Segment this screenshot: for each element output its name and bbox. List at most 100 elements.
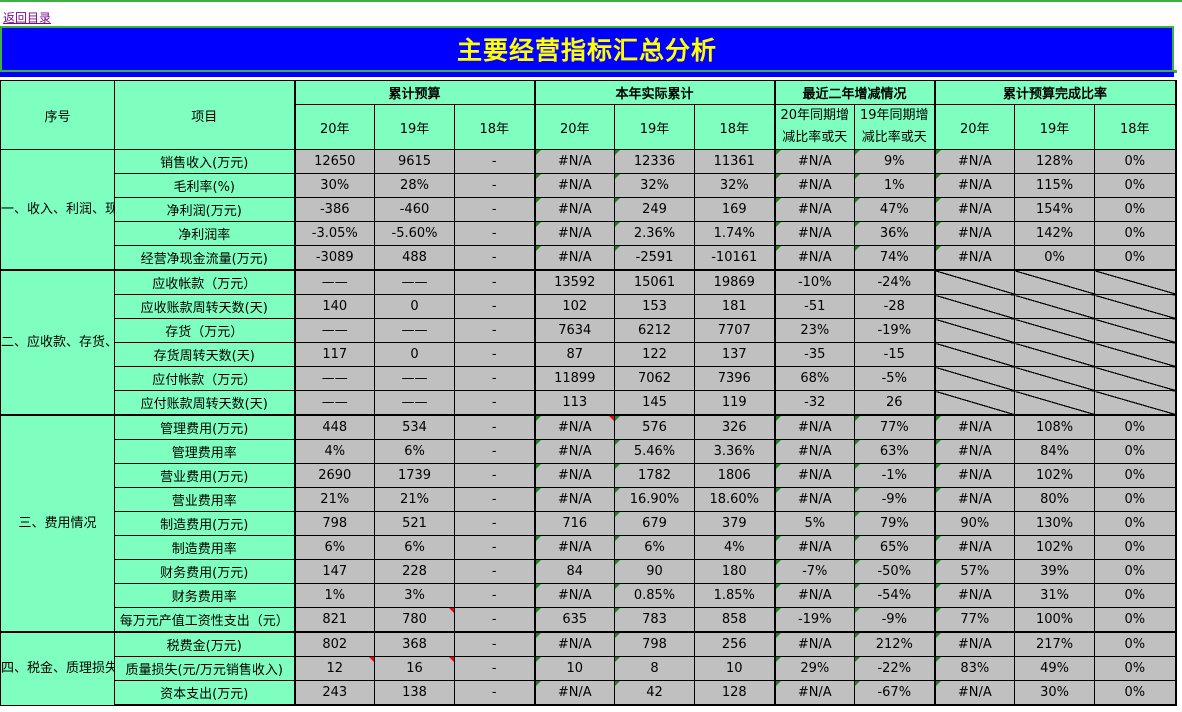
value-cell-r18: 0% xyxy=(1094,197,1177,222)
value-cell-r18: 0% xyxy=(1094,487,1177,512)
value-cell-a20: 84 xyxy=(533,559,616,584)
value-cell-a18: 19869 xyxy=(694,269,776,295)
value-cell-c20: 29% xyxy=(773,656,856,681)
value-cell-b20: -386 xyxy=(293,197,375,222)
value-cell-b20: 6% xyxy=(293,535,375,560)
row-item-label: 应收账款周转天数(天) xyxy=(114,294,295,319)
value-cell-b20: 140 xyxy=(293,294,375,319)
value-cell-a18: 137 xyxy=(694,342,776,367)
value-cell-c19: -15 xyxy=(854,342,936,367)
not-applicable-cell xyxy=(1094,366,1177,391)
value-cell-b18: - xyxy=(453,294,536,319)
value-cell-r18: 0% xyxy=(1094,173,1177,198)
value-cell-r20: #N/A xyxy=(933,221,1016,246)
value-cell-b19: 16 xyxy=(374,656,455,681)
value-cell-a18: 119 xyxy=(694,390,776,416)
not-applicable-cell xyxy=(1094,318,1177,343)
value-cell-r18: 0% xyxy=(1094,559,1177,584)
value-cell-a20: #N/A xyxy=(533,221,616,246)
table-row: 质量损失(元/万元销售收入) 12 16-10 8 10 29% -22% 83% 49% 0% xyxy=(1,656,1177,681)
value-cell-c19: -28 xyxy=(854,294,936,319)
value-cell-b20: —— xyxy=(293,318,375,343)
value-cell-a19: 0.85% xyxy=(614,583,696,608)
table-row: 制造费用(万元) 798 521-716 679 379 5% 79% 90% 130% 0% xyxy=(1,511,1177,536)
value-cell-r19: 130% xyxy=(1014,511,1096,536)
not-applicable-cell xyxy=(1094,294,1177,319)
value-cell-c19: -1% xyxy=(854,463,936,488)
value-cell-c20: #N/A xyxy=(773,583,856,608)
value-cell-a19: 153 xyxy=(614,294,696,319)
value-cell-a18: 10 xyxy=(694,656,776,681)
value-cell-c19: 1% xyxy=(854,173,936,198)
value-cell-r19: 115% xyxy=(1014,173,1096,198)
value-cell-c20: -51 xyxy=(773,294,856,319)
not-applicable-cell xyxy=(933,318,1016,343)
header-group-ratio: 累计预算完成比率 xyxy=(933,80,1177,105)
value-cell-a20: #N/A xyxy=(533,173,616,198)
value-cell-c19: 26 xyxy=(854,390,936,416)
value-cell-a18: 7396 xyxy=(694,366,776,391)
value-cell-a18: 180 xyxy=(694,559,776,584)
row-item-label: 每万元产值工资性支出（元） xyxy=(114,607,295,633)
value-cell-b19: 534 xyxy=(374,414,455,440)
row-item-label: 存货（万元） xyxy=(114,318,295,343)
section-label: 一、收入、利润、现金流情况 xyxy=(0,149,115,271)
value-cell-a20: #N/A xyxy=(533,414,616,440)
value-cell-a20: #N/A xyxy=(533,149,616,174)
value-cell-b18: - xyxy=(453,631,536,657)
table-row: 管理费用率 4% 6% - #N/A 5.46% 3.36% #N/A 63% #N/A 84% 0% xyxy=(1,439,1177,464)
not-applicable-cell xyxy=(1014,318,1096,343)
value-cell-a18: 256 xyxy=(694,631,776,657)
header-group-budget: 累计预算 xyxy=(293,80,536,105)
back-to-index-link[interactable]: 返回目录 xyxy=(3,11,52,25)
top-border-line xyxy=(0,0,1182,2)
not-applicable-cell xyxy=(1094,269,1177,295)
value-cell-c19: -67% xyxy=(854,680,936,706)
value-cell-b20: 1% xyxy=(293,583,375,608)
not-applicable-cell xyxy=(933,342,1016,367)
value-cell-r20: #N/A xyxy=(933,149,1016,174)
value-cell-b19: 3% xyxy=(374,583,455,608)
value-cell-r19: 84% xyxy=(1014,439,1096,464)
value-cell-r20: #N/A xyxy=(933,245,1016,271)
value-cell-r20: #N/A xyxy=(933,680,1016,706)
table-row: 每万元产值工资性支出（元） 821 780-635 783 858 -19% -9% 77% 1… xyxy=(1,607,1177,633)
value-cell-a20: #N/A xyxy=(533,631,616,657)
table-row: 二、应收款、存货、应付款情况应收帐款（万元）————-1359215061198… xyxy=(0,269,1177,416)
value-cell-a20: 716 xyxy=(533,511,616,536)
row-item-label: 营业费用(万元) xyxy=(114,463,295,488)
table-row: 净利润率 -3.05% -5.60% - #N/A 2.36% 1.74% #N/A 36% #N… xyxy=(1,221,1177,246)
row-item-label: 净利润(万元) xyxy=(114,197,295,222)
table-row: 应收账款周转天数(天) 140 0-102 153 181 -51 -28 xyxy=(1,294,1177,319)
value-cell-a20: #N/A xyxy=(533,487,616,512)
value-cell-c19: 65% xyxy=(854,535,936,560)
value-cell-b19: 6% xyxy=(374,439,455,464)
value-cell-a18: 1.74% xyxy=(694,221,776,246)
not-applicable-cell xyxy=(933,294,1016,319)
value-cell-r19: 142% xyxy=(1014,221,1096,246)
value-cell-c20: 68% xyxy=(773,366,856,391)
value-cell-c19: -9% xyxy=(854,607,936,633)
value-cell-c20: #N/A xyxy=(773,439,856,464)
value-cell-a19: 7062 xyxy=(614,366,696,391)
value-cell-a19: 122 xyxy=(614,342,696,367)
not-applicable-cell xyxy=(1014,294,1096,319)
value-cell-r18: 0% xyxy=(1094,511,1177,536)
value-cell-b19: 1739 xyxy=(374,463,455,488)
title-underline xyxy=(0,72,1174,77)
value-cell-r19: 49% xyxy=(1014,656,1096,681)
value-cell-r20: #N/A xyxy=(933,439,1016,464)
value-cell-r18: 0% xyxy=(1094,463,1177,488)
value-cell-b18: - xyxy=(453,583,536,608)
sheet-corner-marker xyxy=(1174,70,1177,73)
header-group-change: 最近二年增减情况 xyxy=(773,80,936,105)
value-cell-c20: -32 xyxy=(773,390,856,416)
value-cell-a19: -2591 xyxy=(614,245,696,271)
value-cell-c19: -19% xyxy=(854,318,936,343)
table-row: 资本支出(万元) 243 138- #N/A 42 128 #N/A -67% #N/A 30% 0… xyxy=(1,680,1177,706)
row-item-label: 质量损失(元/万元销售收入) xyxy=(114,656,295,681)
value-cell-c20: #N/A xyxy=(773,221,856,246)
value-cell-b18: - xyxy=(453,342,536,367)
value-cell-r18: 0% xyxy=(1094,656,1177,681)
value-cell-a19: 2.36% xyxy=(614,221,696,246)
